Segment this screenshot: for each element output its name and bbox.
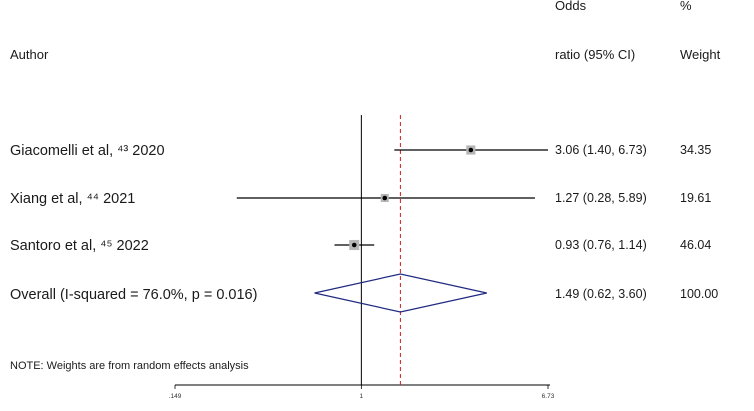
study-weight-text: 19.61: [680, 191, 711, 205]
header-author: Author: [10, 47, 49, 62]
study-label: Santoro et al, ⁴⁵ 2022: [10, 238, 149, 254]
study-weight-text: 34.35: [680, 143, 711, 157]
study-row: Santoro et al, ⁴⁵ 2022 0.93 (0.76, 1.14) 4…: [10, 238, 711, 254]
overall-weight-text: 100.00: [680, 287, 718, 301]
header-ratio-ci: ratio (95% CI): [555, 47, 635, 62]
x-tick-label: 6.73: [542, 393, 555, 400]
header-odds: Odds: [555, 0, 587, 13]
study-row: Xiang et al, ⁴⁴ 2021 1.27 (0.28, 5.89) 19.…: [10, 191, 711, 207]
point-estimate: [468, 147, 474, 153]
study-row: Giacomelli et al, ⁴³ 2020 3.06 (1.40, 6.7…: [10, 143, 711, 159]
point-estimate: [382, 195, 388, 201]
x-tick-label: .149: [169, 393, 182, 400]
x-axis: .149 1 6.73: [169, 384, 555, 400]
overall-label: Overall (I-squared = 76.0%, p = 0.016): [10, 287, 257, 303]
overall-ci-text: 1.49 (0.62, 3.60): [555, 287, 647, 301]
study-weight-text: 46.04: [680, 238, 711, 252]
point-estimate: [351, 242, 357, 248]
footnote: NOTE: Weights are from random effects an…: [10, 360, 249, 372]
overall-diamond: [314, 273, 487, 313]
study-ci-text: 1.27 (0.28, 5.89): [555, 191, 647, 205]
study-label: Xiang et al, ⁴⁴ 2021: [10, 191, 135, 207]
header-percent: %: [680, 0, 692, 13]
x-tick-label: 1: [360, 393, 364, 400]
study-label: Giacomelli et al, ⁴³ 2020: [10, 143, 165, 159]
study-ci-text: 0.93 (0.76, 1.14): [555, 238, 647, 252]
study-ci-text: 3.06 (1.40, 6.73): [555, 143, 647, 157]
header-weight: Weight: [680, 47, 721, 62]
